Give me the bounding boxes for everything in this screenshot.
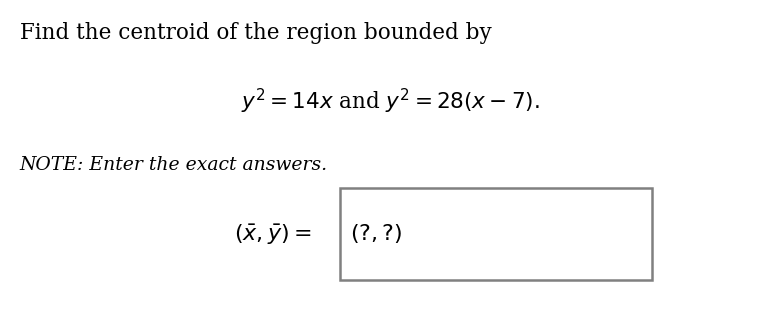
Text: Find the centroid of the region bounded by: Find the centroid of the region bounded …	[20, 22, 491, 44]
Text: $y^2 = 14x$ and $y^2 = 28(x - 7).$: $y^2 = 14x$ and $y^2 = 28(x - 7).$	[241, 87, 540, 116]
Text: $(\bar{x}, \bar{y}) = $: $(\bar{x}, \bar{y}) = $	[234, 223, 312, 247]
FancyBboxPatch shape	[340, 188, 652, 280]
Text: $(?, ?)$: $(?, ?)$	[350, 222, 402, 245]
Text: NOTE: Enter the exact answers.: NOTE: Enter the exact answers.	[20, 156, 328, 174]
